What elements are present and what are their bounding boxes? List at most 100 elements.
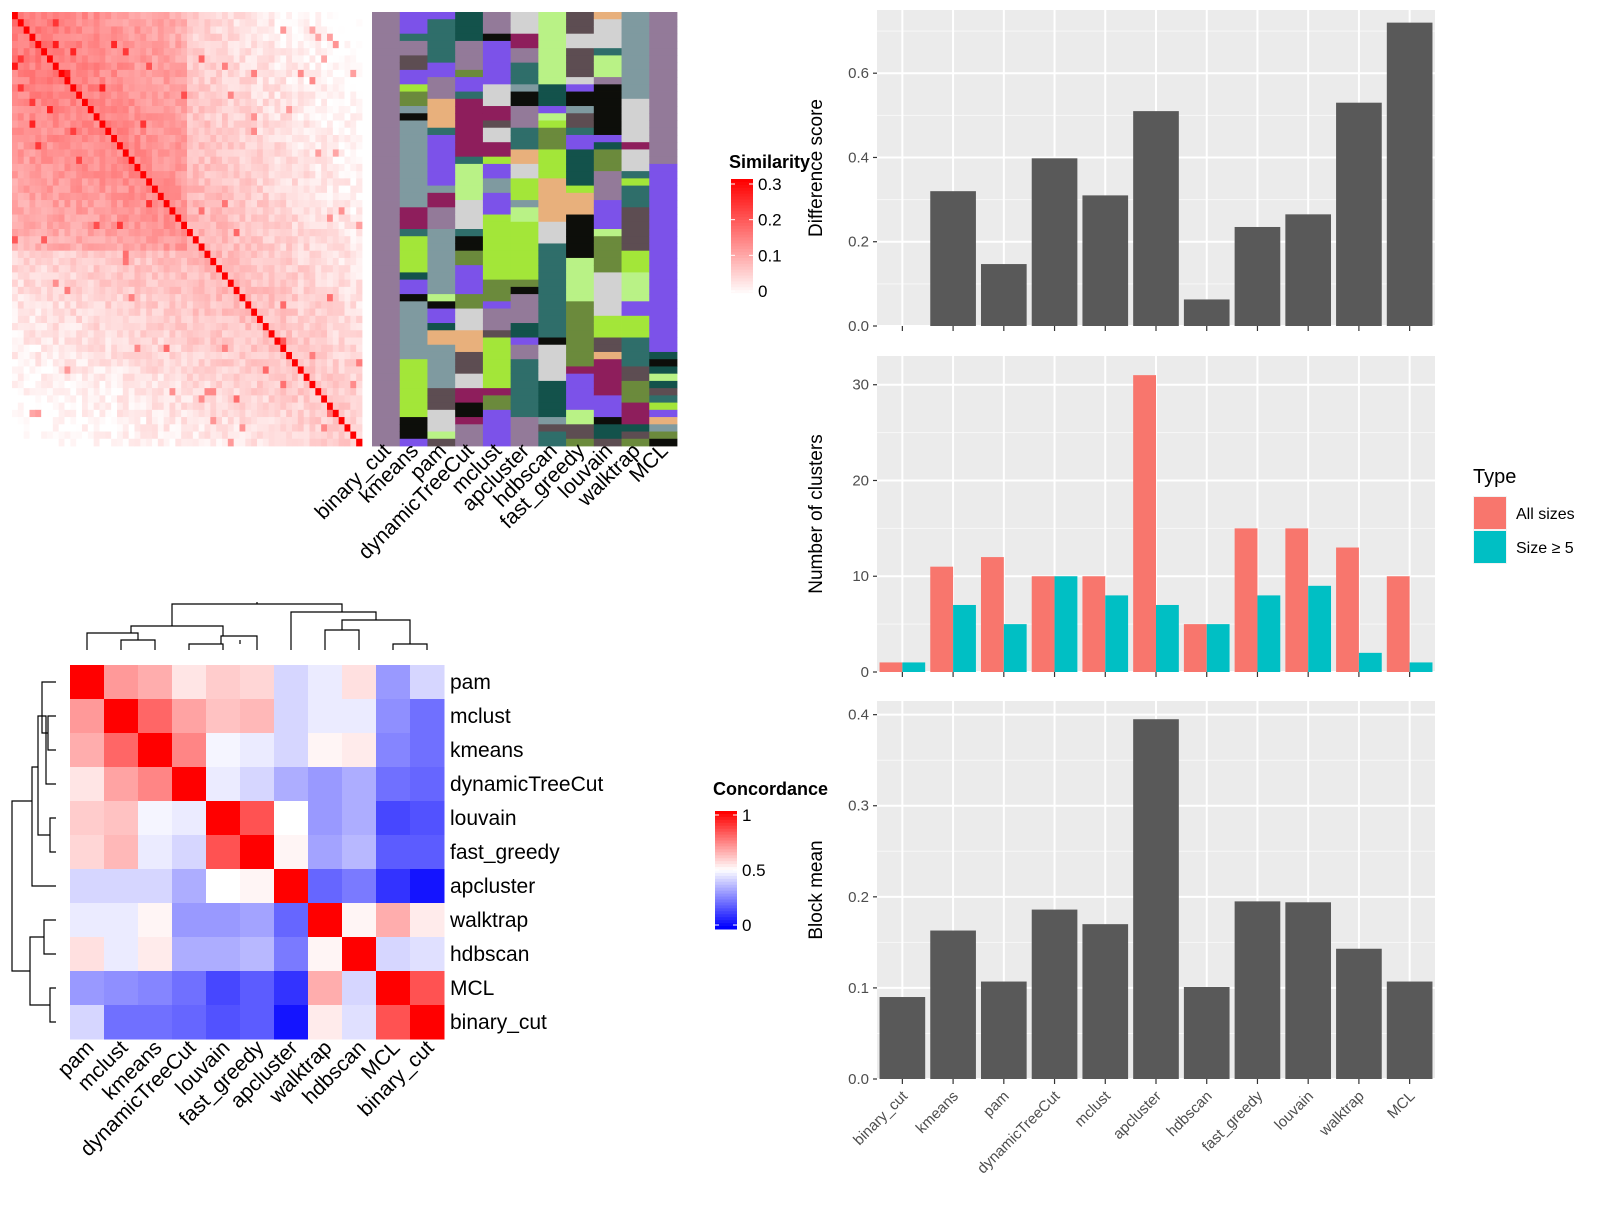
- cluster-cell: [372, 431, 401, 440]
- similarity-cell: [146, 62, 153, 71]
- similarity-cell: [251, 431, 258, 440]
- similarity-cell: [17, 308, 25, 317]
- similarity-cell: [58, 272, 65, 281]
- similarity-cell: [117, 330, 124, 338]
- similarity-cell: [198, 12, 205, 20]
- similarity-cell: [58, 257, 65, 266]
- similarity-cell: [12, 40, 19, 49]
- similarity-cell: [117, 257, 124, 266]
- similarity-cell: [169, 229, 176, 237]
- similarity-cell: [146, 272, 153, 281]
- similarity-cell: [222, 351, 229, 360]
- cluster-cell: [372, 265, 401, 273]
- similarity-cell: [134, 395, 141, 403]
- similarity-cell: [181, 127, 188, 136]
- similarity-cell: [303, 229, 310, 237]
- similarity-cell: [111, 106, 118, 114]
- similarity-cell: [204, 207, 211, 215]
- similarity-cell: [210, 214, 217, 223]
- cluster-cell: [455, 221, 484, 230]
- similarity-cell: [111, 149, 118, 158]
- similarity-cell: [152, 286, 159, 295]
- cluster-cell: [593, 250, 622, 259]
- similarity-cell: [309, 40, 316, 49]
- similarity-cell: [239, 301, 246, 309]
- cluster-cell: [372, 113, 401, 121]
- similarity-cell: [12, 402, 19, 411]
- similarity-cell: [356, 48, 363, 56]
- similarity-cell: [222, 91, 229, 100]
- cluster-cell: [566, 12, 595, 20]
- concordance-cell: [308, 903, 343, 938]
- similarity-cell: [239, 243, 246, 252]
- similarity-cell: [128, 351, 135, 360]
- cluster-cell: [399, 380, 428, 389]
- similarity-cell: [35, 113, 42, 121]
- similarity-cell: [82, 84, 89, 92]
- similarity-cell: [332, 388, 340, 396]
- similarity-cell: [157, 91, 165, 100]
- similarity-cell: [222, 344, 229, 353]
- similarity-cell: [163, 91, 170, 100]
- similarity-cell: [41, 127, 48, 136]
- cluster-cell: [538, 373, 567, 382]
- similarity-cell: [198, 120, 205, 129]
- similarity-cell: [47, 55, 54, 64]
- cluster-cell: [372, 388, 401, 396]
- similarity-cell: [332, 26, 340, 35]
- similarity-cell: [198, 33, 205, 42]
- cluster-cell: [593, 330, 622, 338]
- similarity-cell: [327, 286, 334, 295]
- similarity-cell: [58, 185, 65, 194]
- similarity-cell: [297, 257, 305, 266]
- similarity-legend-gradient: [731, 187, 753, 192]
- similarity-cell: [111, 359, 118, 367]
- similarity-cell: [169, 330, 176, 338]
- similarity-cell: [356, 120, 363, 129]
- similarity-cell: [332, 359, 340, 367]
- similarity-cell: [344, 40, 351, 49]
- similarity-cell: [111, 40, 118, 49]
- similarity-cell: [29, 134, 36, 143]
- cluster-cell: [649, 366, 678, 375]
- cluster-cell: [649, 134, 678, 143]
- similarity-cell: [257, 185, 264, 194]
- similarity-cell: [198, 402, 205, 411]
- similarity-cell: [70, 120, 77, 129]
- similarity-cell: [47, 344, 54, 353]
- concordance-legend-gradient: [715, 828, 737, 833]
- similarity-cell: [216, 134, 223, 143]
- cluster-cell: [427, 207, 456, 215]
- similarity-cell: [163, 395, 170, 403]
- similarity-cell: [321, 134, 328, 143]
- similarity-cell: [216, 294, 223, 302]
- cluster-cell: [621, 156, 650, 165]
- similarity-cell: [210, 156, 217, 165]
- similarity-cell: [233, 286, 240, 295]
- similarity-cell: [286, 380, 293, 389]
- similarity-cell: [332, 214, 340, 223]
- cluster-cell: [455, 178, 484, 186]
- similarity-cell: [58, 12, 65, 20]
- similarity-cell: [122, 149, 130, 158]
- similarity-cell: [99, 272, 106, 281]
- similarity-cell: [29, 366, 36, 375]
- similarity-cell: [58, 55, 65, 64]
- cluster-cell: [621, 113, 650, 121]
- cluster-cell: [372, 26, 401, 35]
- similarity-cell: [338, 214, 345, 223]
- cluster-cell: [621, 48, 650, 56]
- similarity-cell: [239, 438, 246, 447]
- similarity-cell: [111, 77, 118, 85]
- cluster-cell: [510, 250, 539, 259]
- similarity-cell: [35, 337, 42, 346]
- y-tick-label: 30: [852, 377, 869, 394]
- similarity-cell: [157, 424, 165, 432]
- similarity-cell: [23, 185, 30, 194]
- similarity-cell: [286, 69, 293, 78]
- similarity-cell: [12, 229, 19, 237]
- similarity-cell: [239, 250, 246, 259]
- similarity-cell: [76, 257, 83, 266]
- cluster-cell: [482, 40, 512, 49]
- similarity-cell: [286, 438, 293, 447]
